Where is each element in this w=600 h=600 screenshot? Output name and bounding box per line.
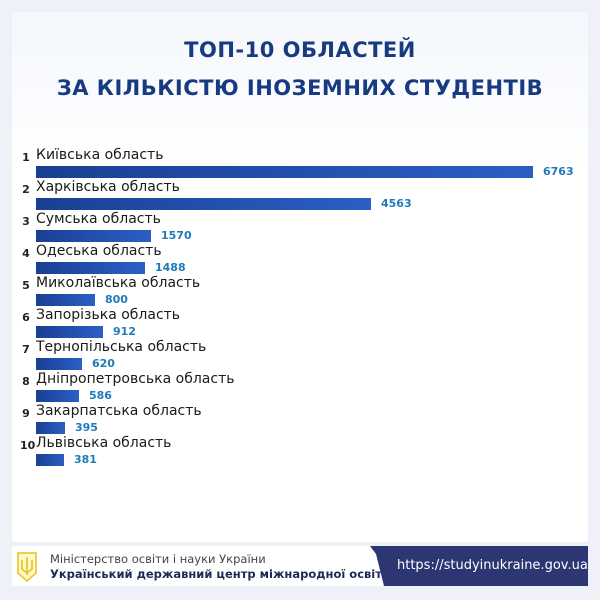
value-label: 912 [113,325,136,338]
value-label: 395 [75,421,98,434]
rank-label: 10 [20,439,36,452]
ministry-name: Міністерство освіти і науки України [50,552,266,566]
rank-label: 1 [22,151,30,164]
bar-row: 6 Запорізька область 912 [0,307,600,339]
rank-label: 6 [22,311,30,324]
bar-row: 10 Львівська область 381 [0,435,600,467]
bar [36,294,95,306]
rank-label: 3 [22,215,30,228]
bar [36,326,103,338]
rank-label: 8 [22,375,30,388]
value-label: 1570 [161,229,192,242]
rank-label: 7 [22,343,30,356]
value-label: 620 [92,357,115,370]
category-label: Запорізька область [36,307,181,323]
bar-row: 3 Сумська область 1570 [0,211,600,243]
category-label: Дніпропетровська область [36,371,235,387]
bar [36,422,65,434]
category-label: Миколаївська область [36,275,201,291]
category-label: Закарпатська область [36,403,202,419]
bar-row: 9 Закарпатська область 395 [0,403,600,435]
bar [36,358,82,370]
bar-row: 4 Одеська область 1488 [0,243,600,275]
bar [36,198,371,210]
category-label: Львівська область [36,435,172,451]
bar-row: 2 Харківська область 4563 [0,179,600,211]
category-label: Сумська область [36,211,161,227]
value-label: 4563 [381,197,412,210]
rank-label: 5 [22,279,30,292]
bar-row: 8 Дніпропетровська область 586 [0,371,600,403]
bar-row: 5 Миколаївська область 800 [0,275,600,307]
trident-icon [17,552,37,583]
value-label: 800 [105,293,128,306]
bar-row: 7 Тернопільська область 620 [0,339,600,371]
category-label: Київська область [36,147,164,163]
bar [36,262,145,274]
rank-label: 4 [22,247,30,260]
bar-row: 1 Київська область 6763 [0,147,600,179]
bar [36,390,79,402]
value-label: 381 [74,453,97,466]
rank-label: 2 [22,183,30,196]
bar [36,454,64,466]
bar [36,166,533,178]
website-link[interactable]: https://studyinukraine.gov.ua [397,558,588,573]
value-label: 1488 [155,261,186,274]
rank-label: 9 [22,407,30,420]
bar [36,230,151,242]
value-label: 586 [89,389,112,402]
category-label: Тернопільська область [36,339,207,355]
center-name: Український державний центр міжнародної … [50,567,390,581]
category-label: Одеська область [36,243,162,259]
category-label: Харківська область [36,179,180,195]
card [12,12,588,542]
chart-title-line-2: ЗА КІЛЬКІСТЮ ІНОЗЕМНИХ СТУДЕНТІВ [56,76,544,100]
chart-title-line-1: ТОП-10 ОБЛАСТЕЙ [184,38,416,62]
url-panel [370,546,588,586]
value-label: 6763 [543,165,574,178]
